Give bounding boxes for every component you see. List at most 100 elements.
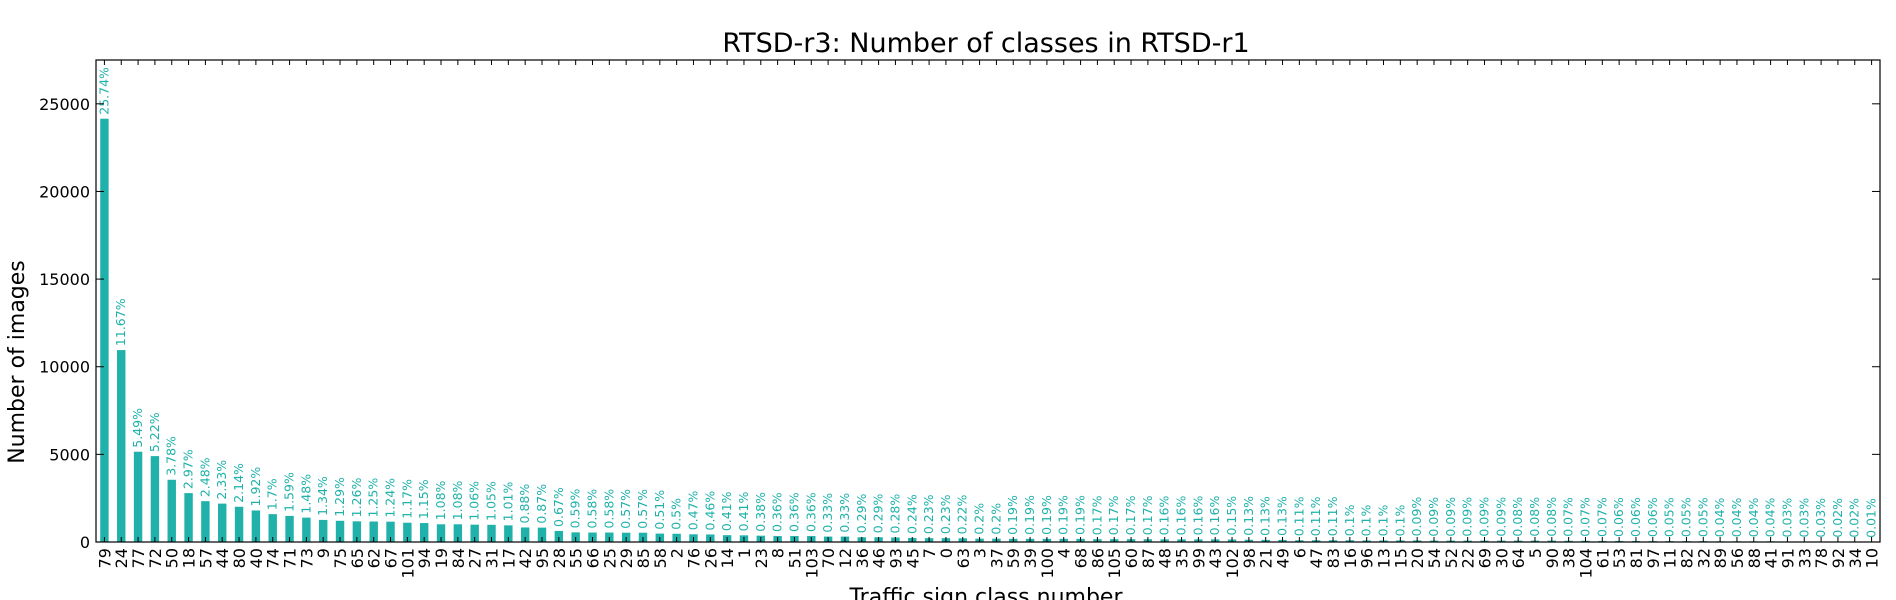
- x-tick-label: 58: [651, 548, 670, 568]
- x-tick-label: 32: [1694, 548, 1713, 568]
- x-tick-label: 79: [95, 548, 114, 568]
- bar-value-label: 1.06%: [467, 481, 482, 521]
- bar: [201, 501, 210, 542]
- y-axis-label: Number of images: [5, 260, 30, 464]
- x-tick-label: 65: [348, 548, 367, 568]
- x-tick-label: 49: [1274, 548, 1293, 568]
- x-tick-label: 100: [1038, 548, 1057, 579]
- bar-value-label: 0.01%: [1864, 498, 1879, 538]
- bar-value-label: 0.05%: [1678, 497, 1693, 537]
- x-tick-label: 27: [466, 548, 485, 568]
- x-tick-label: 0: [937, 548, 956, 558]
- x-tick-label: 38: [1560, 548, 1579, 568]
- x-tick-label: 16: [1341, 548, 1360, 568]
- bar-value-label: 0.19%: [1039, 495, 1054, 535]
- bar: [386, 521, 395, 542]
- bar-value-label: 1.01%: [500, 482, 515, 522]
- x-tick-label: 71: [281, 548, 300, 568]
- x-tick-label: 11: [1661, 548, 1680, 568]
- bar-value-label: 0.57%: [635, 489, 650, 529]
- x-tick-label: 36: [853, 548, 872, 568]
- x-tick-label: 54: [1425, 548, 1444, 568]
- x-tick-label: 43: [1206, 548, 1225, 568]
- bar: [268, 514, 277, 542]
- x-tick-label: 29: [617, 548, 636, 568]
- bar-value-label: 0.07%: [1594, 497, 1609, 537]
- plot-area: 25.74%7911.67%245.49%775.22%723.78%502.9…: [39, 59, 1882, 579]
- bar-value-label: 1.25%: [366, 478, 381, 518]
- bar: [218, 503, 227, 542]
- bar: [470, 524, 479, 542]
- x-tick-label: 26: [701, 548, 720, 568]
- bar-value-label: 0.09%: [1443, 497, 1458, 537]
- bar-value-label: 0.36%: [803, 492, 818, 532]
- bar: [453, 524, 463, 542]
- x-tick-label: 99: [1189, 548, 1208, 568]
- bar: [554, 530, 564, 542]
- bar-value-label: 0.11%: [1291, 496, 1306, 536]
- x-tick-label: 1: [735, 548, 754, 558]
- bar-value-label: 1.05%: [484, 481, 499, 521]
- bar-value-label: 0.09%: [1409, 497, 1424, 537]
- bar-value-label: 0.1%: [1376, 505, 1391, 537]
- x-tick-label: 80: [230, 548, 249, 568]
- bar-value-label: 0.1%: [1342, 504, 1357, 536]
- bar-value-label: 0.46%: [702, 491, 717, 531]
- bar-value-label: 1.15%: [416, 479, 431, 519]
- x-tick-label: 72: [146, 548, 165, 568]
- x-tick-label: 57: [196, 548, 215, 568]
- bar-value-label: 0.33%: [820, 493, 835, 533]
- x-tick-label: 59: [1004, 548, 1023, 568]
- bar-value-label: 0.17%: [1106, 495, 1121, 535]
- bar-value-label: 0.08%: [1510, 497, 1525, 537]
- y-tick-label: 5000: [49, 445, 90, 464]
- bar-value-label: 0.41%: [719, 491, 734, 531]
- bar-value-label: 0.19%: [1022, 495, 1037, 535]
- bar: [184, 493, 193, 542]
- x-tick-label: 3: [971, 548, 990, 558]
- x-tick-label: 35: [1173, 548, 1192, 568]
- x-tick-label: 81: [1627, 548, 1646, 568]
- x-tick-label: 52: [1442, 548, 1461, 568]
- bar-value-label: 0.59%: [568, 489, 583, 529]
- x-tick-label: 63: [954, 548, 973, 568]
- x-tick-label: 101: [398, 548, 417, 579]
- bar-value-label: 0.13%: [1275, 496, 1290, 536]
- x-tick-label: 82: [1677, 548, 1696, 568]
- bar-value-label: 0.22%: [955, 494, 970, 534]
- x-tick-label: 83: [1324, 548, 1343, 568]
- bar-value-label: 0.28%: [887, 494, 902, 534]
- bar-value-label: 0.08%: [1544, 497, 1559, 537]
- bar: [150, 456, 160, 542]
- x-tick-label: 2: [668, 548, 687, 558]
- bar-value-label: 0.17%: [1140, 495, 1155, 535]
- bar-value-label: 0.41%: [736, 492, 751, 532]
- x-tick-label: 62: [365, 548, 384, 568]
- bar: [487, 524, 496, 542]
- x-tick-label: 103: [802, 548, 821, 579]
- chart-title: RTSD-r3: Number of classes in RTSD-r1: [722, 28, 1249, 59]
- bar-value-label: 0.13%: [1258, 496, 1273, 536]
- x-tick-label: 92: [1829, 548, 1848, 568]
- bar: [133, 451, 143, 542]
- x-tick-label: 33: [1795, 548, 1814, 568]
- x-tick-label: 78: [1812, 548, 1831, 568]
- bar-value-label: 0.13%: [1241, 496, 1256, 536]
- x-tick-label: 74: [264, 548, 283, 568]
- x-tick-label: 61: [1593, 548, 1612, 568]
- x-tick-label: 87: [1139, 548, 1158, 568]
- x-tick-label: 98: [1240, 548, 1259, 568]
- bar-value-label: 0.16%: [1157, 496, 1172, 536]
- bar: [285, 515, 294, 542]
- x-tick-label: 8: [769, 548, 788, 558]
- bar-value-label: 0.57%: [618, 489, 633, 529]
- bar-value-label: 0.09%: [1493, 497, 1508, 537]
- bar-value-label: 1.48%: [298, 474, 313, 514]
- x-tick-label: 97: [1644, 548, 1663, 568]
- bar-value-label: 1.59%: [282, 472, 297, 512]
- bar: [251, 510, 261, 542]
- x-tick-label: 56: [1728, 548, 1747, 568]
- bar-value-label: 0.09%: [1426, 497, 1441, 537]
- x-tick-label: 39: [1021, 548, 1040, 568]
